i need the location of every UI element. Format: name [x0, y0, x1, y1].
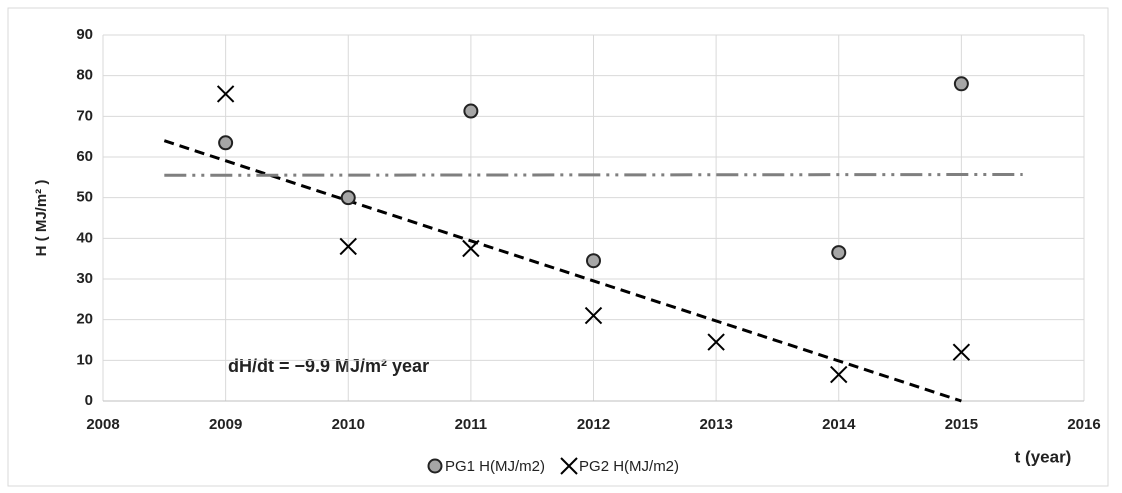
x-tick-label: 2015 — [945, 416, 978, 433]
x-tick-label: 2011 — [455, 416, 488, 433]
legend-label: PG2 H(MJ/m2) — [579, 458, 679, 475]
x-axis-label: t (year) — [1015, 447, 1072, 466]
point — [952, 343, 971, 361]
point — [707, 333, 725, 351]
trend-line — [163, 139, 962, 403]
y-tick-label: 30 — [76, 270, 93, 287]
x-tick-label: 2016 — [1067, 416, 1100, 433]
point — [586, 253, 601, 269]
y-tick-label: 50 — [76, 189, 93, 206]
point — [831, 245, 847, 261]
x-tick-label: 2008 — [86, 416, 119, 433]
y-tick-label: 0 — [85, 392, 93, 409]
y-tick-label: 60 — [76, 148, 93, 165]
annotation: dH/dt = −9.9 MJ/m² year — [228, 356, 429, 376]
y-tick-label: 90 — [76, 26, 93, 43]
x-tick-label: 2009 — [209, 416, 242, 433]
y-tick-label: 10 — [76, 351, 93, 368]
y-tick-label: 20 — [76, 311, 93, 328]
point — [216, 85, 235, 103]
x-tick-label: 2010 — [332, 416, 365, 433]
point — [463, 103, 479, 119]
y-tick-label: 80 — [76, 67, 93, 84]
x-tick-label: 2012 — [577, 416, 610, 433]
point — [584, 306, 603, 325]
point — [218, 135, 234, 151]
chart-border — [7, 7, 1109, 487]
point — [953, 76, 969, 92]
legend-item: PG2 H(MJ/m2) — [560, 457, 679, 475]
x-tick-label: 2013 — [699, 416, 732, 433]
point — [340, 190, 356, 206]
legend-marker — [427, 458, 443, 474]
grid — [102, 34, 1085, 402]
y-tick-label: 70 — [76, 107, 93, 124]
legend-marker — [560, 457, 578, 475]
y-axis-label: H ( MJ/m² ) — [33, 180, 50, 257]
point — [339, 237, 357, 256]
point — [462, 239, 480, 258]
y-tick-label: 40 — [76, 229, 93, 246]
trend-line — [164, 172, 1023, 177]
point — [830, 365, 848, 384]
x-tick-label: 2014 — [822, 416, 856, 433]
legend-label: PG1 H(MJ/m2) — [445, 458, 545, 475]
legend-item: PG1 H(MJ/m2) — [427, 458, 545, 475]
